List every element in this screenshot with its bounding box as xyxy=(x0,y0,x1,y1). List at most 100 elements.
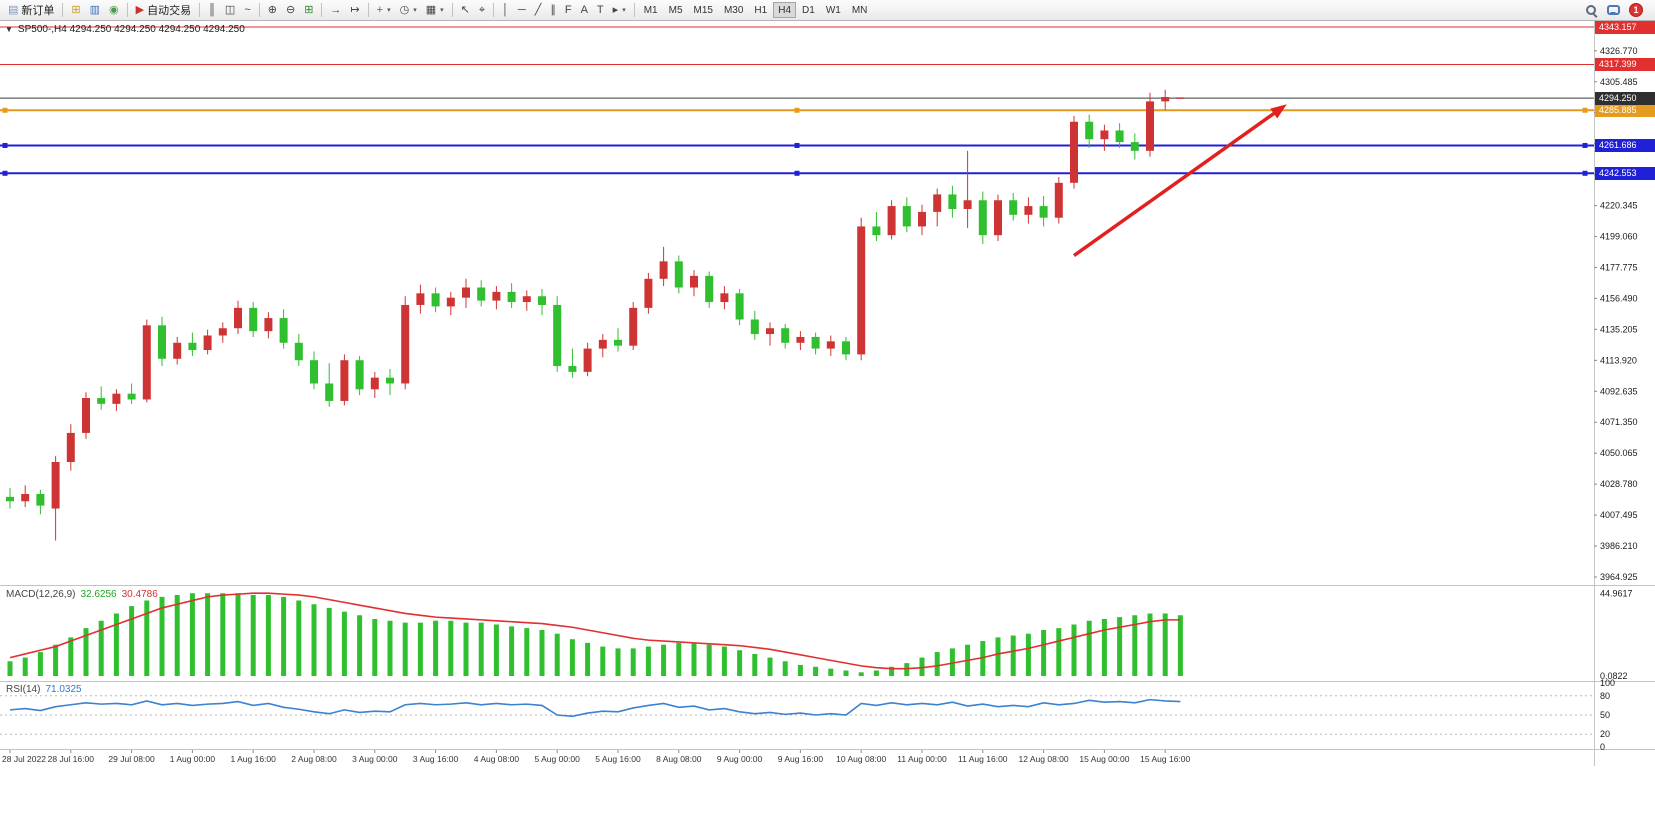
macd-panel[interactable] xyxy=(7,592,1183,676)
algo-trading-button[interactable]: ▶ 自动交易 xyxy=(132,2,195,19)
timeframe-D1-button[interactable]: D1 xyxy=(797,2,820,18)
price-line-badge: 4294.250 xyxy=(1595,91,1655,105)
rsi-indicator-label: RSI(14) 71.0325 xyxy=(6,684,82,695)
svg-text:2 Aug 08:00: 2 Aug 08:00 xyxy=(291,754,337,764)
candlestick-icon: ◫ xyxy=(224,3,236,16)
chevron-down-icon[interactable]: ▼ xyxy=(5,25,13,34)
svg-text:4156.490: 4156.490 xyxy=(1600,293,1638,303)
price-line-badge: 4242.553 xyxy=(1595,166,1655,180)
toolbar-separator xyxy=(199,3,201,17)
arrow-shape-icon: ▸ xyxy=(612,3,619,16)
vertical-line-button[interactable]: │ xyxy=(498,2,513,19)
svg-text:3 Aug 00:00: 3 Aug 00:00 xyxy=(352,754,398,764)
rsi-name: RSI(14) xyxy=(6,684,41,695)
panel-separators xyxy=(0,21,1655,766)
rsi-panel[interactable] xyxy=(0,695,1594,735)
line-chart-button[interactable]: ~ xyxy=(240,2,254,19)
channel-button[interactable]: ∥ xyxy=(546,2,560,19)
depth-of-market-button[interactable]: ◉ xyxy=(105,2,123,19)
text-button[interactable]: A xyxy=(577,2,592,19)
chart-title: ▼ SP500-,H4 4294.250 4294.250 4294.250 4… xyxy=(5,24,245,35)
chat-icon[interactable] xyxy=(1607,5,1620,15)
svg-text:100: 100 xyxy=(1600,678,1615,688)
macd-indicator-label: MACD(12,26,9) 32.6256 30.4786 xyxy=(6,589,158,600)
timeframe-M5-button[interactable]: M5 xyxy=(664,2,688,18)
order-ticket-icon: ▤ xyxy=(8,3,19,16)
candlestick-series[interactable] xyxy=(6,89,1185,541)
svg-text:4007.495: 4007.495 xyxy=(1600,510,1638,520)
timeframe-W1-button[interactable]: W1 xyxy=(821,2,846,18)
tile-windows-button[interactable]: ⊞ xyxy=(300,2,317,19)
timeframe-M30-button[interactable]: M30 xyxy=(719,2,748,18)
timeframe-MN-button[interactable]: MN xyxy=(847,2,873,18)
price-line-badge: 4261.686 xyxy=(1595,138,1655,152)
svg-text:5 Aug 16:00: 5 Aug 16:00 xyxy=(595,754,641,764)
zoom-out-icon: ⊖ xyxy=(285,3,296,16)
bar-chart-icon: ║ xyxy=(208,3,216,16)
chevron-down-icon: ▾ xyxy=(387,7,391,14)
toolbar-separator xyxy=(493,3,495,17)
main-toolbar: ▤ 新订单 ⊞ ▥ ◉ ▶ 自动交易 ║ ◫ ~ ⊕ ⊖ ⊞ → ↦ + ▾ ◷ ▾ ▦ ▾ ↖ ⌖ │ ─ ╱ ∥ F A T ▸ ▾ M1 M… xyxy=(0,0,1655,21)
periods-button[interactable]: ◷ ▾ xyxy=(396,2,421,19)
zoom-in-button[interactable]: ⊕ xyxy=(264,2,281,19)
svg-text:11 Aug 00:00: 11 Aug 00:00 xyxy=(897,754,947,764)
svg-text:4071.350: 4071.350 xyxy=(1600,417,1638,427)
toolbar-separator xyxy=(126,3,128,17)
svg-text:12 Aug 08:00: 12 Aug 08:00 xyxy=(1019,754,1069,764)
svg-text:9 Aug 16:00: 9 Aug 16:00 xyxy=(778,754,824,764)
svg-text:4326.770: 4326.770 xyxy=(1600,46,1638,56)
svg-text:1 Aug 00:00: 1 Aug 00:00 xyxy=(170,754,216,764)
bar-chart-button[interactable]: ║ xyxy=(204,2,220,19)
svg-text:11 Aug 16:00: 11 Aug 16:00 xyxy=(958,754,1008,764)
new-order-button-label: 新订单 xyxy=(21,5,55,17)
svg-text:28 Jul 16:00: 28 Jul 16:00 xyxy=(48,754,95,764)
symbol-ohlc-label: SP500-,H4 4294.250 4294.250 4294.250 429… xyxy=(17,24,245,35)
zoom-out-button[interactable]: ⊖ xyxy=(282,2,299,19)
svg-text:8 Aug 08:00: 8 Aug 08:00 xyxy=(656,754,702,764)
svg-text:4305.485: 4305.485 xyxy=(1600,77,1638,87)
notification-badge[interactable]: 1 xyxy=(1629,3,1643,17)
svg-text:4135.205: 4135.205 xyxy=(1600,324,1638,334)
indicators-button[interactable]: + ▾ xyxy=(373,2,395,19)
timeframe-M1-button[interactable]: M1 xyxy=(639,2,663,18)
svg-text:5 Aug 00:00: 5 Aug 00:00 xyxy=(535,754,581,764)
svg-text:4220.345: 4220.345 xyxy=(1600,201,1638,211)
svg-text:4177.775: 4177.775 xyxy=(1600,262,1638,272)
rsi-value: 71.0325 xyxy=(45,684,82,695)
time-axis-labels[interactable]: 28 Jul 2022 28 Jul 16:00 29 Jul 08:00 1 Aug… xyxy=(2,750,1191,764)
svg-text:4028.780: 4028.780 xyxy=(1600,479,1638,489)
svg-text:1 Aug 16:00: 1 Aug 16:00 xyxy=(231,754,277,764)
svg-text:4092.635: 4092.635 xyxy=(1600,386,1638,396)
timeframe-H1-button[interactable]: H1 xyxy=(749,2,772,18)
timeframe-M15-button[interactable]: M15 xyxy=(689,2,718,18)
profiles-button[interactable]: ▥ xyxy=(86,2,104,19)
new-chart-button[interactable]: ⊞ xyxy=(67,2,84,19)
toolbar-separator xyxy=(451,3,453,17)
search-icon[interactable] xyxy=(1585,4,1598,17)
auto-scroll-button[interactable]: → xyxy=(326,2,345,19)
svg-text:29 Jul 08:00: 29 Jul 08:00 xyxy=(108,754,155,764)
macd-name: MACD(12,26,9) xyxy=(6,589,76,600)
svg-text:3986.210: 3986.210 xyxy=(1600,541,1638,551)
toolbar-separator xyxy=(258,3,260,17)
label-button[interactable]: T xyxy=(593,2,608,19)
crosshair-button[interactable]: ⌖ xyxy=(475,2,489,19)
templates-button[interactable]: ▦ ▾ xyxy=(422,2,448,19)
chart-shift-button[interactable]: ↦ xyxy=(346,2,363,19)
cursor-button[interactable]: ↖ xyxy=(457,2,474,19)
timeframe-H4-button[interactable]: H4 xyxy=(773,2,797,18)
fibonacci-button[interactable]: F xyxy=(561,2,576,19)
horizontal-price-lines[interactable] xyxy=(0,26,1594,176)
trend-arrow-annotation[interactable] xyxy=(1072,104,1287,257)
label-icon: T xyxy=(596,3,604,16)
new-order-button[interactable]: ▤ 新订单 xyxy=(4,2,58,19)
trendline-button[interactable]: ╱ xyxy=(531,2,546,19)
svg-text:4 Aug 08:00: 4 Aug 08:00 xyxy=(474,754,520,764)
toolbar-separator xyxy=(367,3,369,17)
horizontal-line-button[interactable]: ─ xyxy=(514,2,530,19)
price-line-badge: 4343.157 xyxy=(1595,20,1655,34)
shapes-button[interactable]: ▸ ▾ xyxy=(609,2,630,19)
candlestick-chart-button[interactable]: ◫ xyxy=(221,2,239,19)
